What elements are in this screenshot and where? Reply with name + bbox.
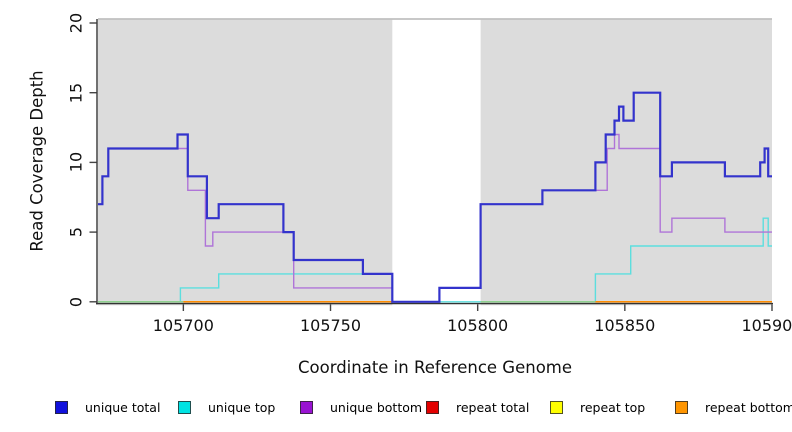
x-tick-label: 105800 — [447, 316, 509, 335]
unique-top-swatch-icon — [178, 400, 191, 414]
series-line-unique-total — [98, 91, 772, 303]
x-tick-label: 105850 — [594, 316, 656, 335]
x-tick-label: 105750 — [299, 316, 362, 335]
legend-label: repeat bottom — [705, 399, 792, 415]
legend-item-unique-bottom: unique bottom — [300, 397, 422, 417]
legend-item-repeat-total: repeat total — [426, 397, 529, 417]
x-axis-title: Coordinate in Reference Genome — [297, 358, 573, 377]
legend-label: repeat total — [456, 399, 530, 415]
unique-bottom-swatch-icon — [300, 400, 313, 414]
y-tick-label: 20 — [66, 12, 86, 34]
legend: unique total unique top unique bottom re… — [0, 397, 792, 421]
series-line-unique-top — [98, 217, 772, 303]
legend-item-repeat-bottom: repeat bottom — [675, 397, 792, 417]
coverage-band — [98, 19, 393, 306]
coverage-band — [480, 19, 772, 306]
legend-item-unique-top: unique top — [178, 397, 275, 417]
y-axis-title: Read Coverage Depth — [27, 70, 47, 252]
repeat-total-swatch-icon — [426, 400, 439, 414]
legend-label: unique top — [208, 399, 276, 415]
x-tick-label: 105700 — [152, 316, 214, 335]
legend-item-repeat-top: repeat top — [550, 397, 645, 417]
repeat-top-swatch-icon — [550, 400, 563, 414]
legend-label: unique bottom — [330, 399, 423, 415]
y-tick-label: 0 — [66, 296, 86, 307]
legend-item-unique-total: unique total — [55, 397, 160, 417]
repeat-bottom-swatch-icon — [675, 400, 688, 414]
x-tick-label: 105900 — [741, 316, 792, 335]
y-tick-label: 5 — [66, 227, 86, 238]
legend-label: unique total — [85, 399, 161, 415]
legend-label: repeat top — [580, 399, 646, 415]
y-tick-label: 10 — [66, 152, 86, 173]
unique-total-swatch-icon — [55, 400, 68, 414]
y-tick-label: 15 — [66, 82, 86, 103]
